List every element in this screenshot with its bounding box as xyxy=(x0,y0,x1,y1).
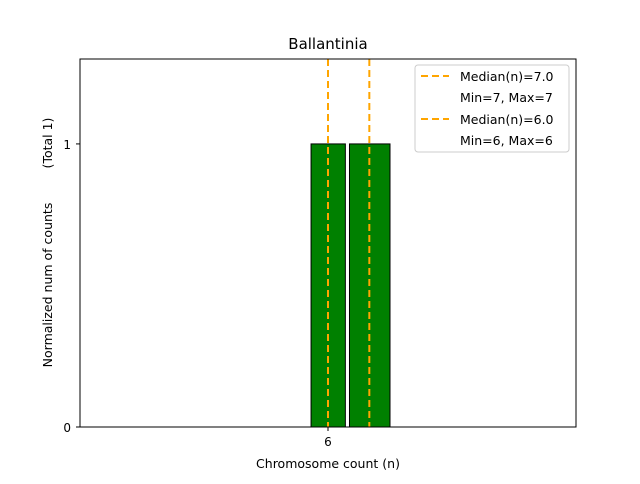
legend-sub: Min=6, Max=6 xyxy=(460,133,553,148)
x-tick-label: 6 xyxy=(324,435,332,449)
legend: Median(n)=7.0 Min=7, Max=7 Median(n)=6.0… xyxy=(414,64,570,153)
x-axis-label: Chromosome count (n) xyxy=(256,456,400,471)
y-tick-label: 0 xyxy=(63,421,71,435)
legend-label: Median(n)=6.0 xyxy=(460,112,554,127)
legend-box xyxy=(414,64,570,153)
axes-frame xyxy=(79,58,577,428)
legend-label: Median(n)=7.0 xyxy=(460,69,554,84)
chart-title: Ballantinia xyxy=(288,35,367,53)
y-axis-label-note: (Total 1) xyxy=(40,118,55,169)
legend-sub: Min=7, Max=7 xyxy=(460,90,553,105)
y-axis-label: Normalized num of counts xyxy=(40,203,55,368)
y-tick-label: 1 xyxy=(63,138,71,152)
